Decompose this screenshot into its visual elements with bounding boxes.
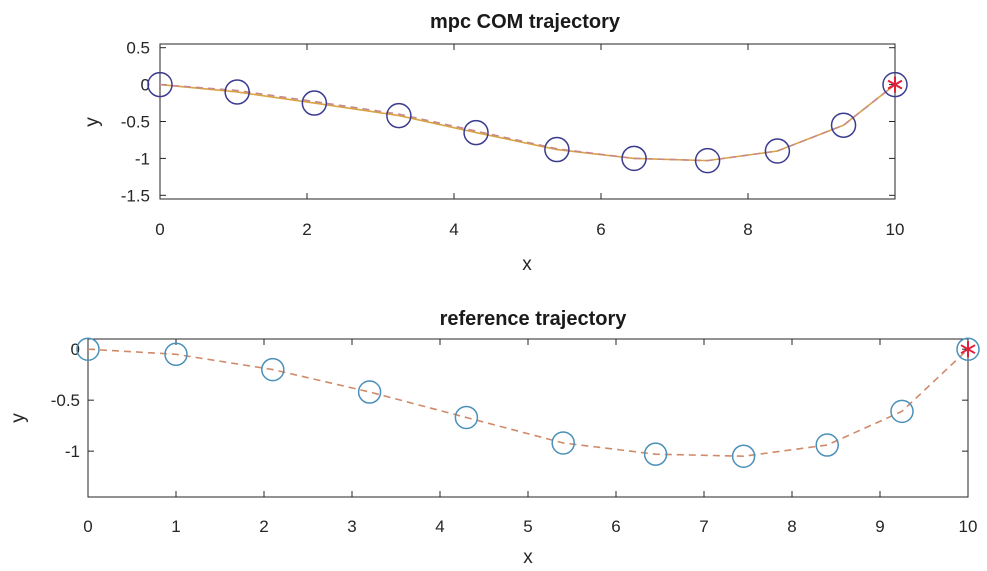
axis-ticks: 0 1 2 3 4 5 6 7 8 9 10 0 -0.5 -1	[51, 339, 978, 536]
data-point-marker	[956, 337, 980, 361]
x-tick-label: 8	[787, 517, 796, 536]
data-point-marker	[694, 147, 721, 174]
x-tick-label: 4	[435, 517, 444, 536]
x-tick-label: 6	[611, 517, 620, 536]
y-tick-label: -1	[135, 149, 150, 168]
data-point-marker	[621, 145, 647, 172]
end-point-asterisk	[887, 76, 903, 93]
data-point-marker	[890, 399, 914, 424]
data-point-marker	[815, 433, 839, 457]
data-point-marker	[261, 357, 285, 382]
x-tick-label: 8	[743, 220, 752, 239]
end-point-asterisk	[960, 341, 976, 358]
y-tick-label: -1	[65, 442, 80, 461]
x-tick-label: 10	[959, 517, 978, 536]
chart-title: mpc COM trajectory	[430, 11, 621, 33]
x-tick-label: 5	[523, 517, 532, 536]
data-point-marker	[147, 71, 173, 98]
y-tick-label: -0.5	[51, 391, 80, 410]
data-point-marker	[463, 119, 489, 146]
x-tick-label: 7	[699, 517, 708, 536]
series-layer	[147, 71, 908, 174]
asterisk-stroke	[887, 79, 903, 90]
plot-area	[87, 338, 969, 498]
x-tick-label: 10	[886, 220, 905, 239]
x-tick-label: 0	[155, 220, 164, 239]
data-point-marker	[830, 112, 857, 138]
data-point-marker	[551, 431, 575, 455]
x-tick-label: 1	[171, 517, 180, 536]
data-point-marker	[643, 442, 668, 466]
y-axis-label: y	[8, 413, 29, 423]
x-tick-label: 2	[302, 220, 311, 239]
data-point-marker	[764, 138, 791, 164]
data-point-marker	[544, 136, 570, 163]
y-axis-label: y	[82, 117, 103, 127]
x-tick-label: 2	[259, 517, 268, 536]
x-tick-label: 3	[347, 517, 356, 536]
axis-ticks: 0 2 4 6 8 10 0.5 0 -0.5 -1 -1.5	[121, 39, 905, 239]
y-tick-label: -0.5	[121, 113, 150, 132]
x-tick-label: 6	[596, 220, 605, 239]
chart-title: reference trajectory	[440, 308, 628, 330]
x-tick-label: 9	[875, 517, 884, 536]
x-tick-label: 4	[449, 220, 458, 239]
data-point-marker	[224, 79, 250, 105]
data-point-marker	[386, 102, 412, 129]
series-line	[159, 83, 896, 162]
series-line	[87, 348, 969, 458]
y-tick-label: -1.5	[121, 186, 150, 205]
data-point-marker	[164, 342, 188, 367]
plot-area	[159, 43, 896, 200]
data-point-marker	[357, 380, 382, 404]
chart-mpc-com-trajectory: mpc COM trajectory y x 0 2 4 6 8 10 0.5 0 -0.5 -1…	[82, 11, 908, 275]
y-tick-label: 0.5	[126, 39, 150, 58]
x-axis-label: x	[522, 254, 532, 275]
asterisk-stroke	[960, 344, 976, 355]
x-axis-label: x	[523, 547, 533, 568]
y-tick-label: 0	[141, 76, 150, 95]
y-tick-label: 0	[71, 340, 80, 359]
series-layer	[76, 337, 980, 468]
data-point-marker	[301, 90, 328, 116]
data-point-marker	[731, 444, 756, 468]
x-tick-label: 0	[83, 517, 92, 536]
data-point-marker	[882, 71, 908, 98]
data-point-marker	[454, 405, 479, 430]
data-point-marker	[76, 337, 100, 361]
chart-reference-trajectory: reference trajectory y x 0 1 2 3 4 5 6 7 8 9 10 0 -0…	[8, 308, 980, 568]
